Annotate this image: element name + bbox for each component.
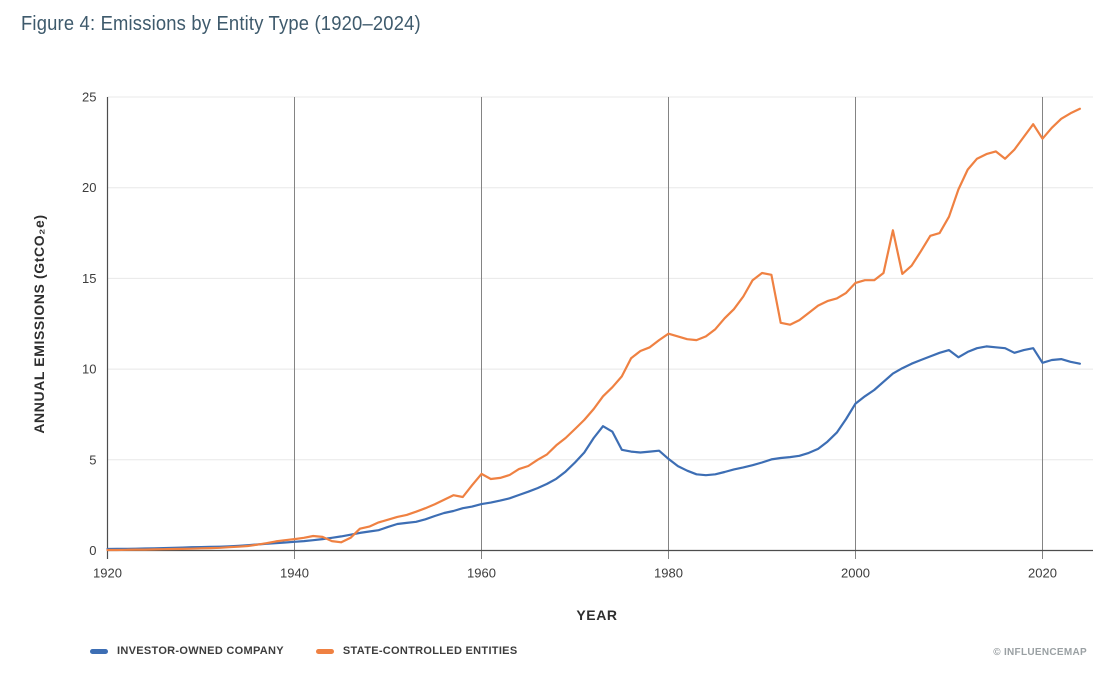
y-axis-title: ANNUAL EMISSIONS (GtCO₂e) (31, 214, 47, 433)
legend-label: INVESTOR-OWNED COMPANY (117, 645, 284, 657)
vertical-gridlines (294, 97, 1043, 559)
legend-item-state-controlled-entities: STATE-CONTROLLED ENTITIES (315, 645, 518, 657)
y-tick-0: 0 (89, 543, 96, 558)
x-tick-1920: 1920 (93, 566, 122, 581)
y-tick-5: 5 (89, 452, 96, 467)
legend-label: STATE-CONTROLLED ENTITIES (342, 645, 518, 657)
y-tick-10: 10 (82, 362, 96, 377)
x-tick-1940: 1940 (280, 566, 309, 581)
x-tick-1980: 1980 (654, 566, 683, 581)
legend: INVESTOR-OWNED COMPANY STATE-CONTROLLED E… (90, 645, 517, 657)
x-axis-title: YEAR (576, 607, 617, 623)
horizontal-gridlines (107, 96, 1093, 461)
figure-title: Figure 4: Emissions by Entity Type (1920… (21, 13, 421, 35)
x-tick-2020: 2020 (1028, 566, 1057, 581)
series-line-investor-owned-company (106, 345, 1082, 551)
y-tick-15: 15 (82, 271, 96, 286)
legend-swatch (90, 648, 108, 654)
series-lines (106, 107, 1082, 552)
y-tick-20: 20 (82, 180, 96, 195)
tick-labels: 0 5 10 15 20 25 1920 1940 1960 1980 2000 2020 (82, 90, 1057, 581)
x-tick-1960: 1960 (467, 566, 496, 581)
series-line-state-controlled-entities (106, 107, 1082, 552)
axes (106, 97, 1093, 559)
y-tick-25: 25 (82, 90, 96, 105)
watermark: © INFLUENCEMAP (993, 647, 1087, 658)
x-tick-2000: 2000 (841, 566, 870, 581)
legend-item-investor-owned-company: INVESTOR-OWNED COMPANY (90, 645, 284, 657)
legend-swatch (315, 648, 334, 654)
